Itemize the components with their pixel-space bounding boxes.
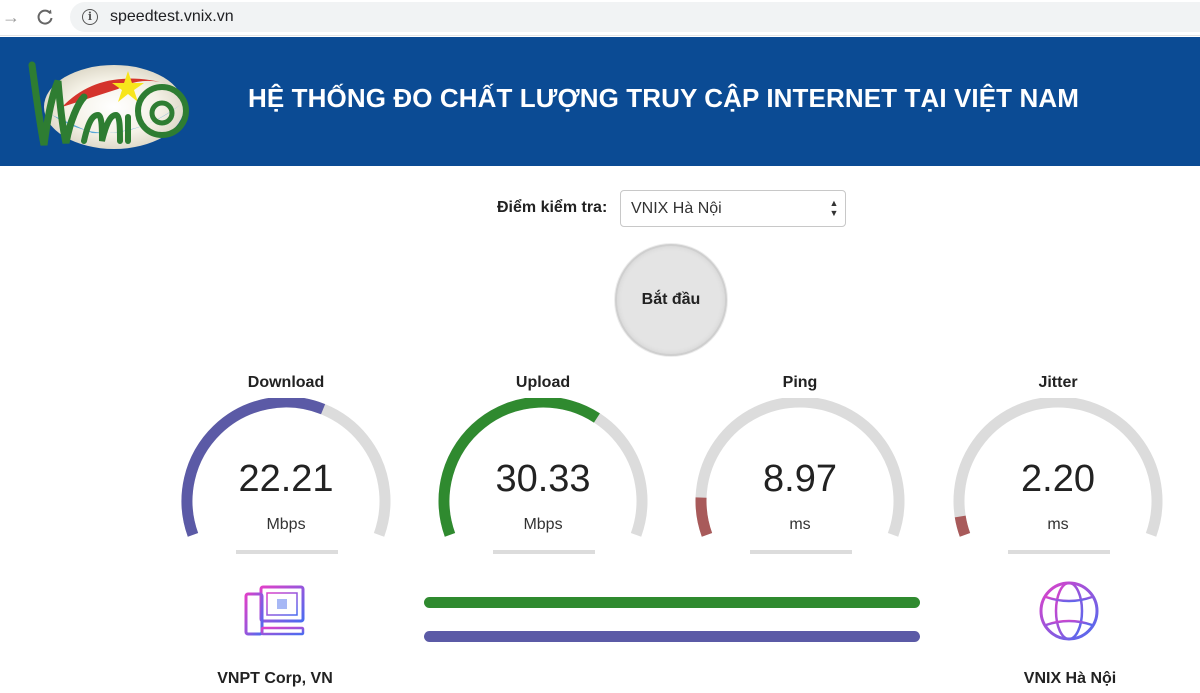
select-arrows-icon: ▲ ▼ xyxy=(829,198,839,218)
upload-value: 30.33 xyxy=(495,458,591,500)
server-select-label: Điểm kiểm tra: xyxy=(497,199,608,216)
upload-gauge-fill xyxy=(438,398,600,537)
info-icon[interactable]: i xyxy=(82,9,98,25)
upload-unit: Mbps xyxy=(523,516,563,533)
upload-gauge: Upload 30.33 Mbps xyxy=(433,370,653,560)
upload-underline xyxy=(493,550,595,554)
upload-progress-bar xyxy=(424,597,920,608)
jitter-value: 2.20 xyxy=(1021,458,1095,500)
upload-title: Upload xyxy=(515,374,571,391)
download-progress-bar xyxy=(424,631,920,642)
jitter-gauge-track xyxy=(953,398,1163,537)
arrow-right-icon[interactable]: → xyxy=(2,7,20,27)
jitter-title: Jitter xyxy=(1038,374,1078,391)
jitter-meter xyxy=(953,398,1163,537)
download-gauge: Download 22.21 Mbps xyxy=(176,370,396,560)
page-title: HỆ THỐNG ĐO CHẤT LƯỢNG TRUY CẬP INTERNET… xyxy=(248,83,1079,113)
computer-icon xyxy=(244,585,305,636)
download-underline xyxy=(236,550,338,554)
page-header: HỆ THỐNG ĐO CHẤT LƯỢNG TRUY CẬP INTERNET… xyxy=(0,37,1200,166)
browser-toolbar: → i speedtest.vnix.vn xyxy=(0,0,1200,36)
server-select-row: Điểm kiểm tra: VNIX Hà Nội ▲ ▼ xyxy=(0,188,1200,228)
ping-gauge: Ping 8.97 ms xyxy=(690,370,910,560)
address-bar[interactable]: i speedtest.vnix.vn xyxy=(70,2,1200,32)
ping-value: 8.97 xyxy=(763,458,837,500)
ping-meter xyxy=(695,398,905,537)
client-isp-name: VNPT Corp, VN xyxy=(217,670,333,687)
ping-title: Ping xyxy=(782,374,818,391)
ping-unit: ms xyxy=(789,516,811,533)
ping-gauge-fill xyxy=(695,497,713,537)
server-select-value: VNIX Hà Nội xyxy=(631,200,722,217)
url-text: speedtest.vnix.vn xyxy=(110,8,234,25)
download-gauge-fill xyxy=(181,398,326,537)
start-button-label: Bắt đầu xyxy=(641,291,701,308)
jitter-underline xyxy=(1008,550,1110,554)
jitter-gauge: Jitter 2.20 ms xyxy=(948,370,1168,560)
upload-meter xyxy=(438,398,648,537)
ping-underline xyxy=(750,550,852,554)
ping-gauge-track xyxy=(695,398,905,537)
download-meter xyxy=(181,398,391,537)
start-button[interactable]: Bắt đầu xyxy=(615,244,727,356)
globe-icon xyxy=(1039,581,1099,641)
download-value: 22.21 xyxy=(238,458,334,500)
jitter-gauge-fill xyxy=(954,515,971,537)
server-select[interactable]: VNIX Hà Nội ▲ ▼ xyxy=(620,190,846,227)
reload-icon[interactable] xyxy=(34,6,56,28)
download-title: Download xyxy=(247,374,325,391)
download-unit: Mbps xyxy=(266,516,306,533)
vnnic-logo[interactable] xyxy=(22,45,190,157)
test-server-name: VNIX Hà Nội xyxy=(1023,670,1117,687)
jitter-unit: ms xyxy=(1047,516,1069,533)
